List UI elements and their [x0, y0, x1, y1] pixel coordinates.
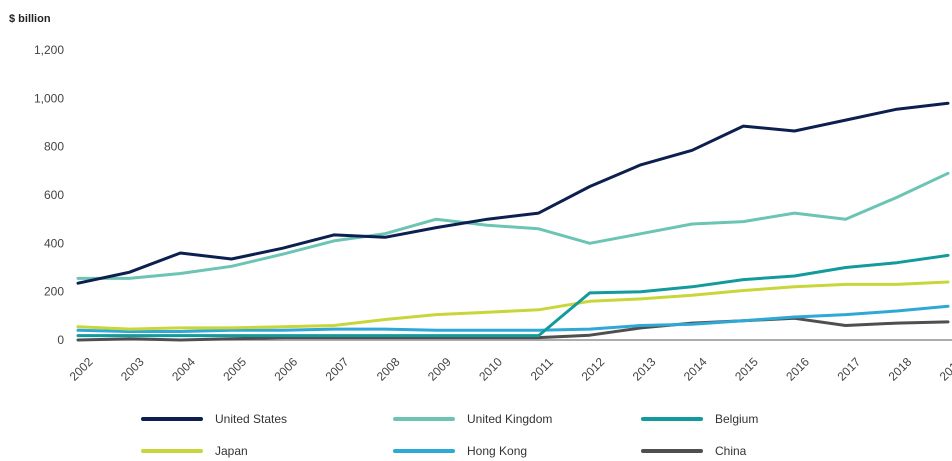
legend-label-belgium: Belgium: [715, 412, 758, 426]
x-tick-label: 2012: [579, 355, 608, 384]
x-tick-label: 2006: [271, 355, 300, 384]
x-axis-ticks: 2002 2003 2004 2005 2006 2007 2008 2009 2010 2011…: [67, 355, 952, 384]
y-tick-label: 800: [44, 140, 64, 154]
y-tick-label: 200: [44, 285, 64, 299]
x-tick-label: 2003: [118, 355, 147, 384]
legend: United States United Kingdom Belgium Japan H…: [141, 412, 758, 458]
legend-label-china: China: [715, 444, 747, 458]
series-line-hong-kong: [76, 304, 950, 333]
legend-label-united-states: United States: [215, 412, 287, 426]
series-line-united-states: [76, 101, 950, 285]
x-tick-label: 2007: [323, 355, 352, 384]
x-tick-label: 2009: [425, 355, 454, 384]
x-tick-label: 2002: [67, 355, 96, 384]
y-tick-label: 400: [44, 236, 64, 250]
legend-label-hong-kong: Hong Kong: [467, 444, 527, 458]
x-tick-label: 2010: [476, 355, 505, 384]
series-lines: [76, 101, 950, 342]
series-line-united-kingdom: [76, 171, 950, 280]
legend-label-japan: Japan: [215, 444, 248, 458]
y-tick-label: 1,200: [34, 43, 64, 57]
x-tick-label: 2015: [732, 355, 761, 384]
series-line-belgium: [76, 253, 950, 338]
x-tick-label: 2005: [220, 355, 249, 384]
x-tick-label: 2018: [886, 355, 915, 384]
series-line-china: [76, 316, 950, 342]
x-tick-label: 2016: [783, 355, 812, 384]
series-line-japan: [76, 280, 950, 331]
legend-label-united-kingdom: United Kingdom: [467, 412, 552, 426]
x-tick-label: 2011: [528, 355, 556, 383]
y-tick-label: 0: [57, 333, 64, 347]
x-tick-label: 2013: [630, 355, 659, 384]
x-tick-label: 2008: [374, 355, 403, 384]
y-axis-ticks: 0 200 400 600 800 1,000 1,200: [34, 43, 64, 347]
x-tick-label: 2019: [937, 355, 952, 384]
y-tick-label: 600: [44, 188, 64, 202]
y-tick-label: 1,000: [34, 91, 64, 105]
x-tick-label: 2017: [834, 355, 863, 384]
x-tick-label: 2004: [169, 355, 198, 384]
y-axis-unit-label: $ billion: [9, 13, 51, 25]
x-tick-label: 2014: [681, 355, 710, 384]
